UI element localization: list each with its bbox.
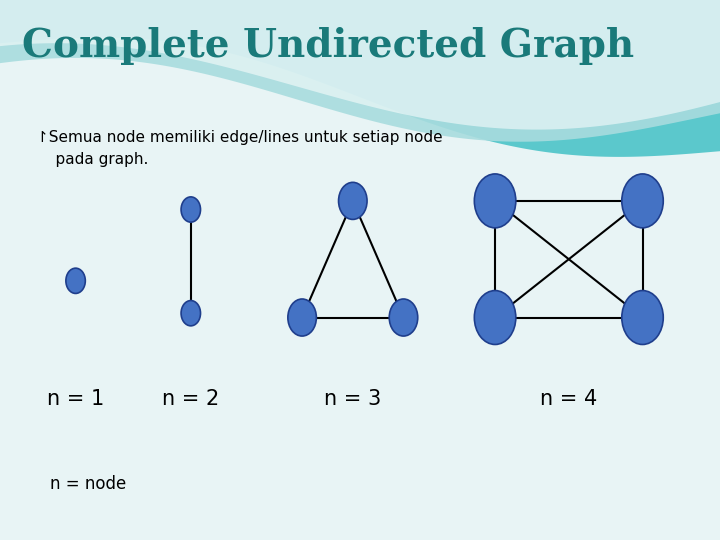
Ellipse shape (474, 291, 516, 345)
Text: n = 3: n = 3 (324, 389, 382, 409)
Ellipse shape (338, 183, 367, 219)
Text: Complete Undirected Graph: Complete Undirected Graph (22, 27, 634, 65)
Text: n = node: n = node (50, 475, 127, 493)
Ellipse shape (622, 174, 663, 228)
Ellipse shape (288, 299, 316, 336)
Ellipse shape (181, 197, 200, 222)
Polygon shape (0, 0, 720, 130)
Text: ↾Semua node memiliki edge/lines untuk setiap node
    pada graph.: ↾Semua node memiliki edge/lines untuk se… (36, 130, 443, 167)
Text: n = 2: n = 2 (162, 389, 220, 409)
Polygon shape (0, 0, 720, 157)
Ellipse shape (390, 299, 418, 336)
Ellipse shape (66, 268, 85, 293)
Ellipse shape (622, 291, 663, 345)
Text: n = 4: n = 4 (540, 389, 598, 409)
Text: n = 1: n = 1 (47, 389, 104, 409)
Ellipse shape (474, 174, 516, 228)
Ellipse shape (181, 301, 200, 326)
Polygon shape (0, 0, 720, 141)
